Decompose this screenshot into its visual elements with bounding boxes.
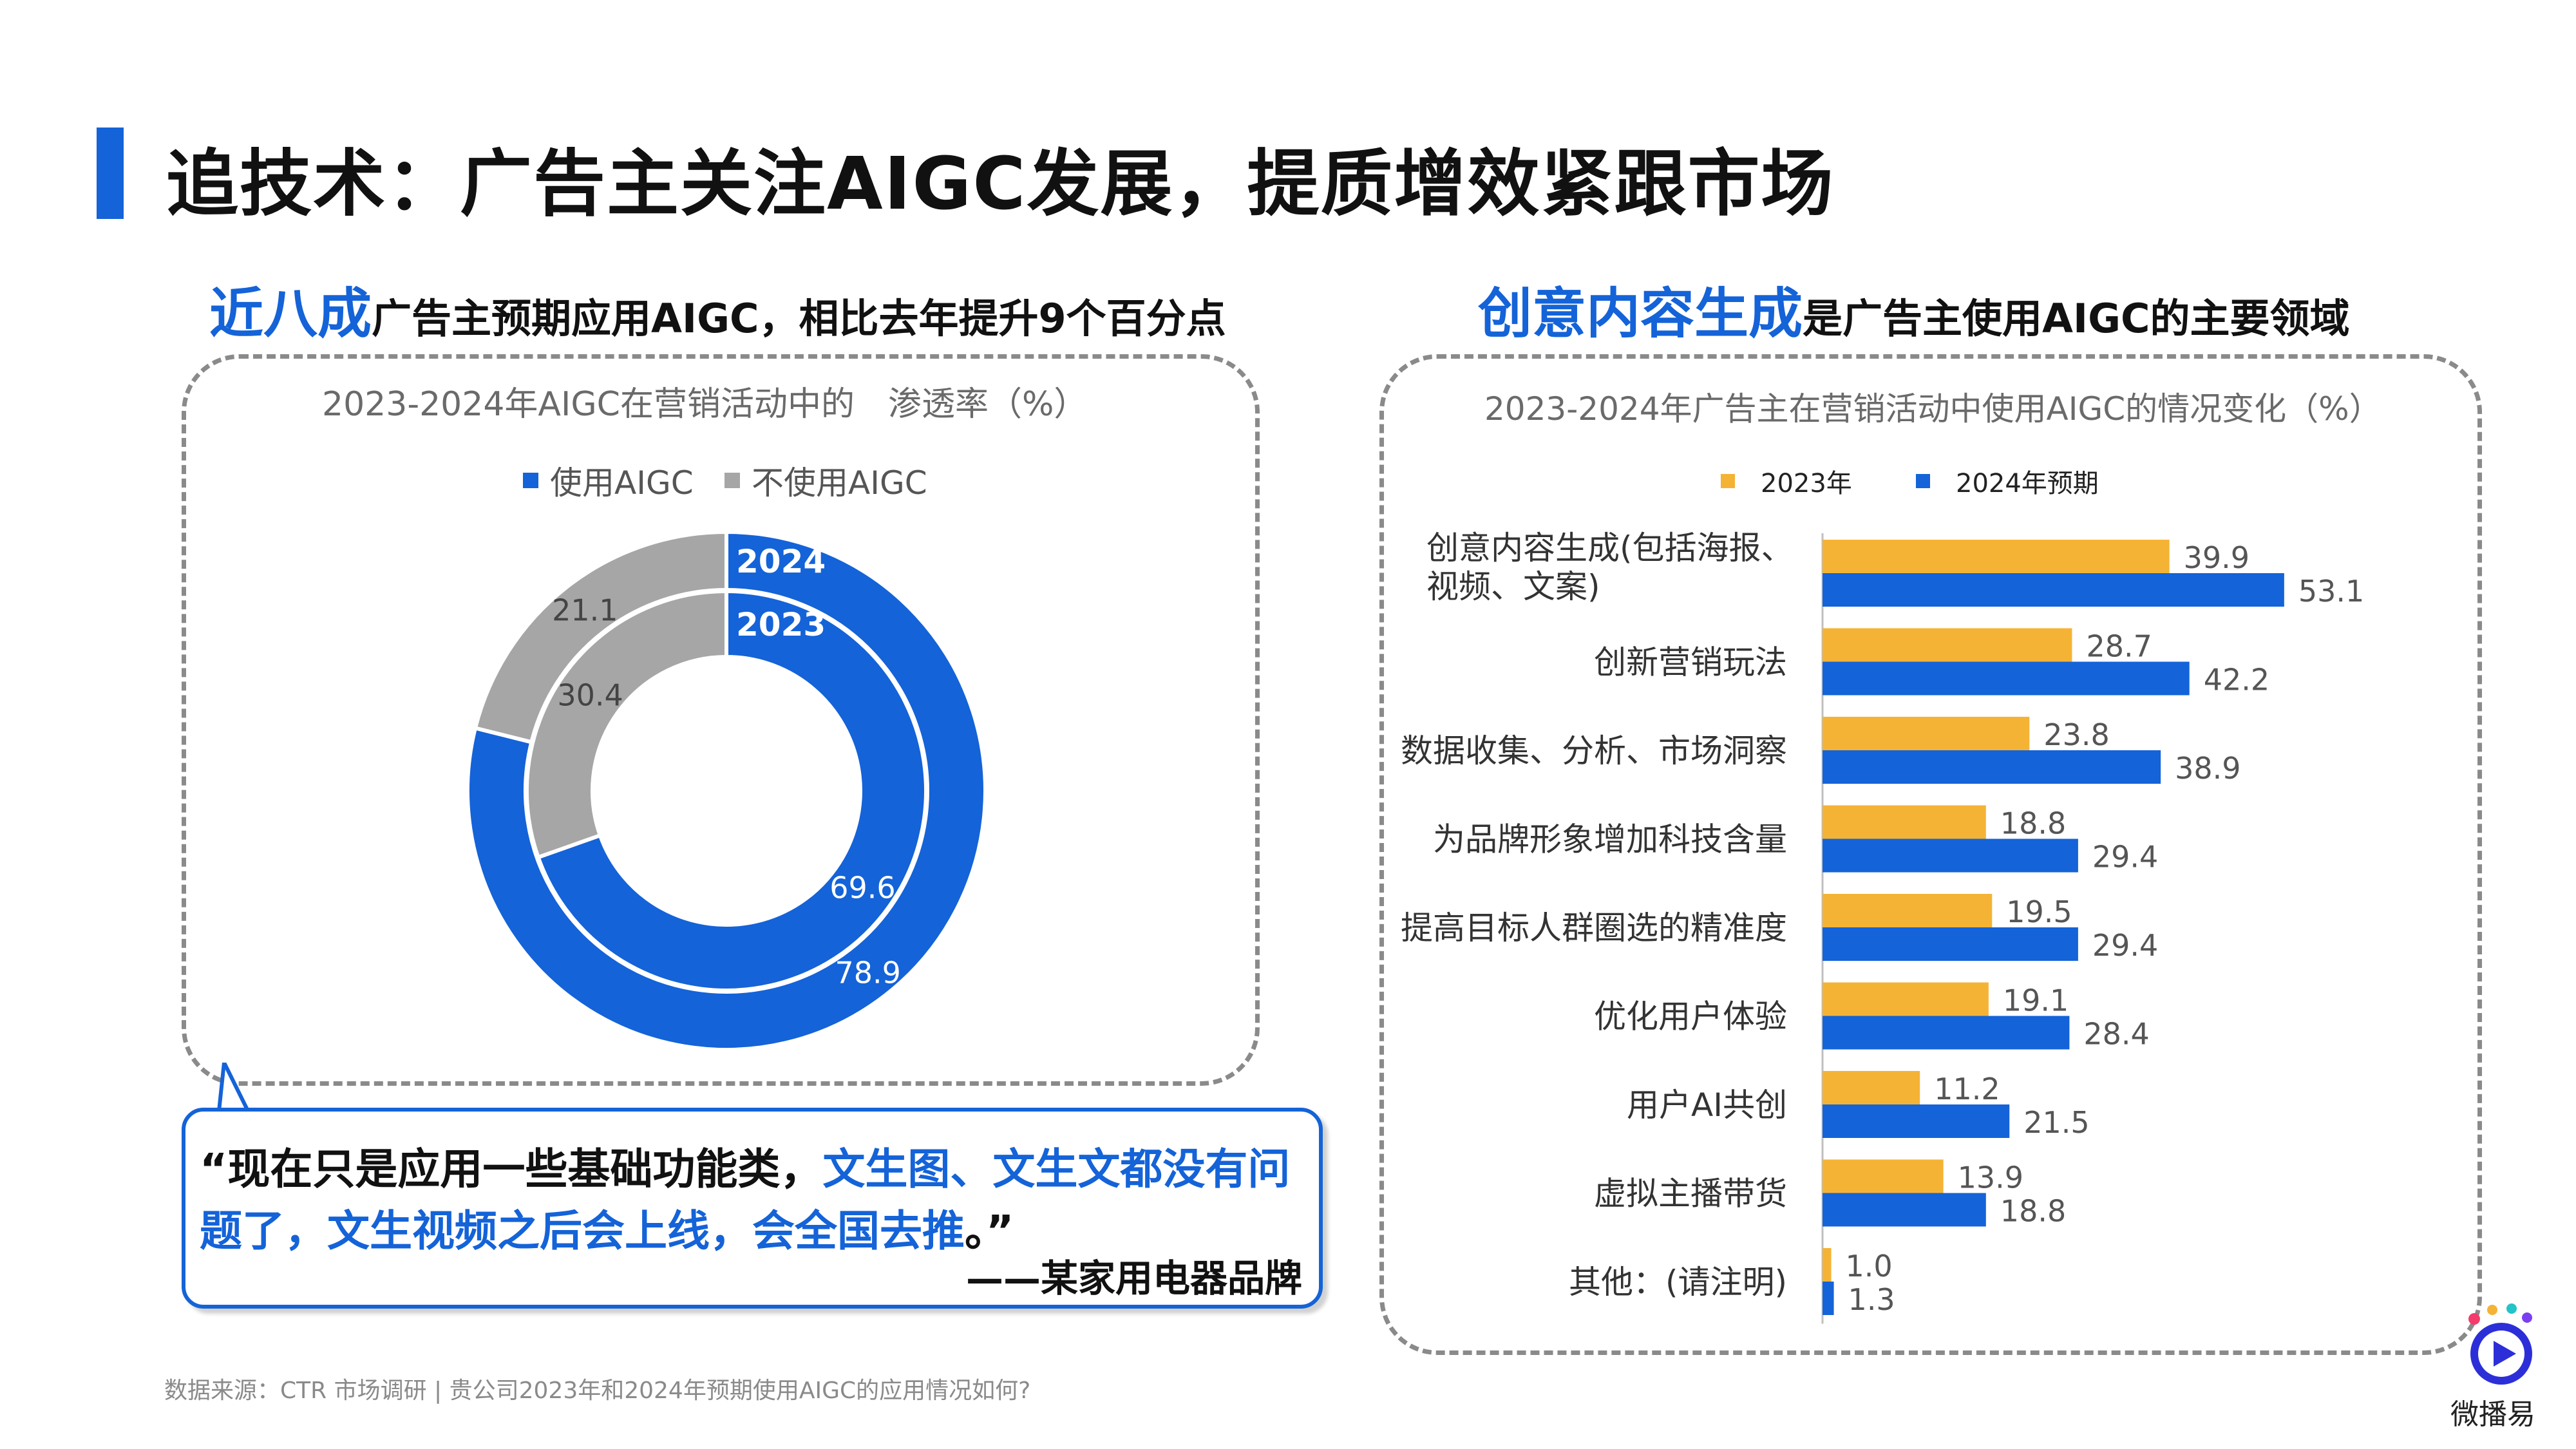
bar-2023 — [1823, 894, 1993, 927]
quote-open: “现在只是应用一些基础功能类， — [200, 1144, 823, 1194]
legend-label: 不使用AIGC — [752, 464, 927, 502]
page-title: 追技术：广告主关注AIGC发展，提质增效紧跟市场 — [166, 142, 1835, 226]
bar-2023 — [1823, 1159, 1944, 1193]
donut-inner-slice-not-used — [525, 589, 728, 860]
bar-value-label-2024: 21.5 — [2023, 1105, 2089, 1140]
title-accent-bar — [97, 128, 124, 219]
quote-attribution: ——某家用电器品牌 — [966, 1256, 1303, 1300]
right-section-heading: 创意内容生成是广告主使用AIGC的主要领域 — [1478, 270, 2349, 348]
bar-2023 — [1823, 540, 2170, 573]
bar-value-label-2023: 19.1 — [2003, 983, 2069, 1018]
bar-2024 — [1823, 838, 2078, 873]
bar-value-label-2023: 18.8 — [2000, 806, 2066, 841]
bar-2023 — [1823, 717, 2030, 750]
bar-value-label-2023: 1.0 — [1846, 1249, 1893, 1283]
bar-category-label: 为品牌形象增加科技含量 — [1433, 821, 1787, 858]
bar-value-label-2024: 28.4 — [2083, 1017, 2149, 1052]
left-chart-panel — [182, 354, 1260, 1086]
bar-2023 — [1823, 982, 1989, 1016]
left-section-heading: 近八成广告主预期应用AIGC，相比去年提升9个百分点 — [209, 270, 1226, 348]
donut-outer-value-label: 78.9 — [835, 955, 900, 990]
bar-category-label: 创意内容生成(包括海报、视频、文案) — [1426, 529, 1794, 605]
bar-2023 — [1823, 1248, 1832, 1282]
donut-outer-value-label: 21.1 — [552, 593, 618, 628]
left-heading-highlight: 近八成 — [209, 282, 372, 345]
bar-value-label-2023: 13.9 — [1958, 1160, 2023, 1195]
bar-value-label-2023: 28.7 — [2086, 629, 2152, 664]
bar-value-label-2023: 23.8 — [2043, 717, 2109, 752]
bar-category-label: 数据收集、分析、市场洞察 — [1401, 732, 1787, 770]
right-heading-highlight: 创意内容生成 — [1478, 282, 1803, 345]
bar-2023 — [1823, 805, 1986, 839]
bar-2024 — [1823, 573, 2284, 607]
bar-value-label-2024: 38.9 — [2175, 751, 2240, 786]
quote-close: 。” — [965, 1206, 1014, 1256]
bar-2024 — [1823, 661, 2190, 696]
bar-legend-2023: 2023年 — [1721, 462, 1852, 500]
donut-legend-used: 使用AIGC — [523, 457, 694, 504]
bar-value-label-2024: 1.3 — [1848, 1282, 1895, 1317]
bar-category-label-line: 创意内容生成(包括海报、 — [1426, 529, 1794, 567]
bar-value-label-2023: 19.5 — [2006, 895, 2072, 929]
legend-swatch-blue — [523, 473, 538, 488]
legend-swatch-blue — [1916, 474, 1930, 488]
bar-2024 — [1823, 1193, 1986, 1227]
bar-value-label-2023: 11.2 — [1934, 1072, 2000, 1106]
bar-value-label-2024: 42.2 — [2204, 663, 2269, 697]
bar-2024 — [1823, 1016, 2070, 1050]
bar-category-label: 提高目标人群圈选的精准度 — [1401, 909, 1787, 947]
bar-category-label: 虚拟主播带货 — [1594, 1175, 1787, 1213]
donut-inner-value-label: 69.6 — [829, 871, 895, 905]
brand-logo-icon — [2468, 1303, 2532, 1385]
legend-label: 2023年 — [1761, 469, 1852, 498]
donut-legend-not-used: 不使用AIGC — [724, 457, 927, 504]
bar-value-label-2023: 39.9 — [2184, 540, 2249, 575]
donut-ring-label-2024: 2024 — [736, 543, 826, 580]
legend-swatch-gray — [724, 473, 740, 488]
bar-value-label-2024: 29.4 — [2092, 928, 2158, 963]
bar-chart-title: 2023-2024年广告主在营销活动中使用AIGC的情况变化（%） — [1484, 390, 2382, 428]
bar-2024 — [1823, 927, 2078, 961]
bar-legend-2024: 2024年预期 — [1916, 462, 2099, 500]
bar-category-label: 优化用户体验 — [1594, 998, 1787, 1036]
bar-category-label-line: 视频、文案) — [1426, 568, 1600, 605]
right-chart-panel — [1379, 354, 2482, 1355]
legend-label: 使用AIGC — [550, 464, 694, 502]
bar-category-label: 用户AI共创 — [1627, 1086, 1787, 1124]
bar-value-label-2024: 29.4 — [2092, 840, 2158, 875]
donut-inner-value-label: 30.4 — [557, 677, 623, 712]
quote-box — [182, 1108, 1323, 1309]
donut-inner-slice-used — [535, 589, 928, 992]
quote-text: “现在只是应用一些基础功能类，文生图、文生文都没有问题了，文生视频之后会上线，会… — [200, 1139, 1307, 1262]
bar-2023 — [1823, 628, 2072, 662]
bar-2024 — [1823, 1104, 2010, 1138]
brand-name: 微播易 — [2450, 1398, 2535, 1431]
donut-ring-label-2023: 2023 — [736, 606, 826, 643]
left-heading-text: 广告主预期应用AIGC，相比去年提升9个百分点 — [372, 295, 1226, 342]
quote-highlight: 文生图、文生文都没有问题了，文生视频之后会上线，会全国去推 — [200, 1144, 1291, 1256]
bar-2024 — [1823, 750, 2161, 784]
bar-category-label: 其他：(请注明) — [1569, 1264, 1787, 1301]
bar-2024 — [1823, 1282, 1834, 1315]
right-heading-text: 是广告主使用AIGC的主要领域 — [1803, 295, 2350, 342]
quote-pointer — [216, 1063, 251, 1113]
legend-swatch-orange — [1721, 474, 1735, 488]
source-note: 数据来源：CTR 市场调研 | 贵公司2023年和2024年预期使用AIGC的应… — [164, 1378, 1031, 1404]
bar-value-label-2024: 53.1 — [2298, 574, 2364, 609]
bar-2023 — [1823, 1071, 1920, 1104]
bar-category-label: 创新营销玩法 — [1594, 644, 1787, 681]
donut-chart-title: 2023-2024年AIGC在营销活动中的 渗透率（%） — [322, 385, 1088, 424]
bar-value-label-2024: 18.8 — [2000, 1194, 2066, 1229]
legend-label: 2024年预期 — [1956, 469, 2099, 498]
